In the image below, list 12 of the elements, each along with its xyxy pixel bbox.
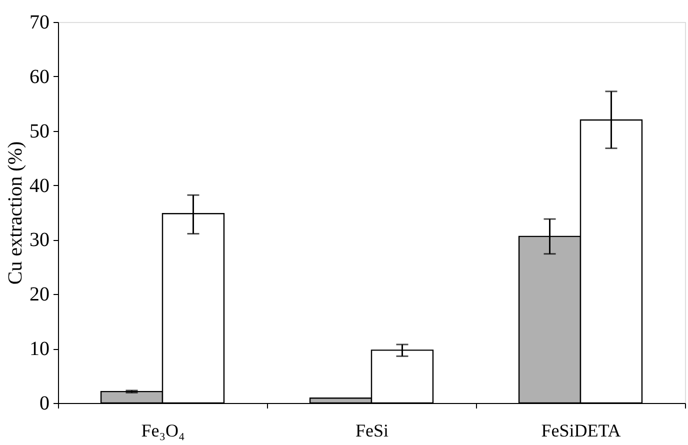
y-tick-label: 40 <box>30 174 50 197</box>
x-tick-label: Fe₃O₄ <box>141 420 185 440</box>
x-tick-label: FeSi <box>355 420 389 440</box>
y-tick-label: 20 <box>30 284 50 306</box>
y-tick-label: 60 <box>30 66 50 88</box>
y-tick-label: 10 <box>30 338 50 360</box>
y-tick-label: 70 <box>30 12 50 34</box>
x-tick-label: FeSiDETA <box>541 420 621 440</box>
y-tick-label: 30 <box>30 229 50 252</box>
y-tick-label: 0 <box>40 392 50 414</box>
y-tick-label: 50 <box>30 120 50 142</box>
y-axis-title: Cu extraction (%) <box>4 141 26 285</box>
